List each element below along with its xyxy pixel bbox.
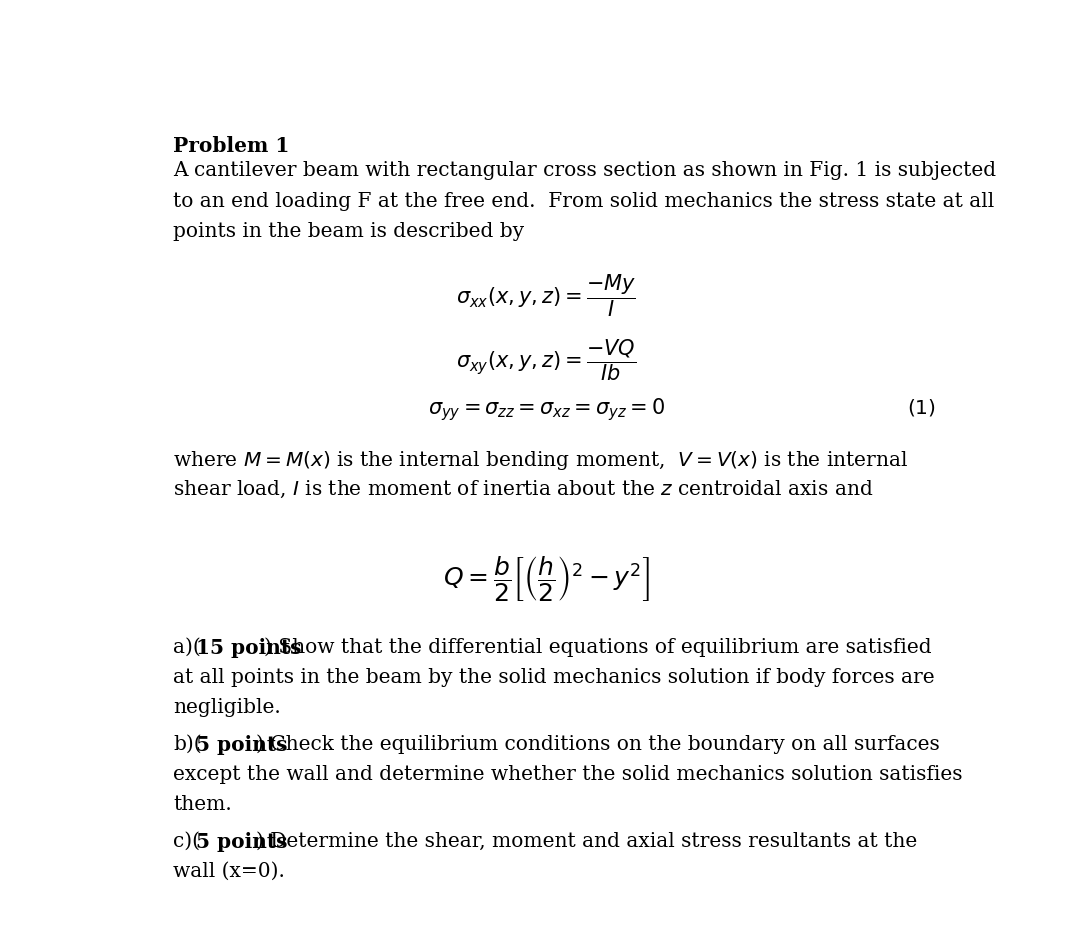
Text: A cantilever beam with rectangular cross section as shown in Fig. 1 is subjected: A cantilever beam with rectangular cross… bbox=[173, 162, 996, 180]
Text: ) Check the equilibrium conditions on the boundary on all surfaces: ) Check the equilibrium conditions on th… bbox=[256, 734, 939, 754]
Text: a)(: a)( bbox=[173, 637, 200, 656]
Text: $Q = \dfrac{b}{2}\left[\left(\dfrac{h}{2}\right)^{2} - y^{2}\right]$: $Q = \dfrac{b}{2}\left[\left(\dfrac{h}{2… bbox=[442, 555, 650, 603]
Text: ) Determine the shear, moment and axial stress resultants at the: ) Determine the shear, moment and axial … bbox=[256, 832, 917, 851]
Text: $\sigma_{xy}(x, y, z) = \dfrac{-VQ}{Ib}$: $\sigma_{xy}(x, y, z) = \dfrac{-VQ}{Ib}$ bbox=[456, 337, 636, 383]
Text: 15 points: 15 points bbox=[196, 637, 302, 658]
Text: ) Show that the differential equations of equilibrium are satisfied: ) Show that the differential equations o… bbox=[263, 637, 932, 657]
Text: them.: them. bbox=[173, 795, 231, 814]
Text: except the wall and determine whether the solid mechanics solution satisfies: except the wall and determine whether th… bbox=[173, 765, 963, 784]
Text: shear load, $I$ is the moment of inertia about the $z$ centroidal axis and: shear load, $I$ is the moment of inertia… bbox=[173, 479, 873, 500]
Text: b)(: b)( bbox=[173, 734, 201, 754]
Text: $\sigma_{xx}(x, y, z) = \dfrac{-My}{I}$: $\sigma_{xx}(x, y, z) = \dfrac{-My}{I}$ bbox=[456, 272, 636, 319]
Text: 5 points: 5 points bbox=[196, 832, 288, 852]
Text: Problem 1: Problem 1 bbox=[173, 136, 289, 156]
Text: negligible.: negligible. bbox=[173, 698, 280, 717]
Text: wall (x=0).: wall (x=0). bbox=[173, 862, 285, 881]
Text: c)(: c)( bbox=[173, 832, 200, 851]
Text: at all points in the beam by the solid mechanics solution if body forces are: at all points in the beam by the solid m… bbox=[173, 668, 935, 687]
Text: where $M = M(x)$ is the internal bending moment,  $V = V(x)$ is the internal: where $M = M(x)$ is the internal bending… bbox=[173, 448, 908, 472]
Text: $(1)$: $(1)$ bbox=[907, 397, 936, 417]
Text: $\sigma_{yy} = \sigma_{zz} = \sigma_{xz} = \sigma_{yz} = 0$: $\sigma_{yy} = \sigma_{zz} = \sigma_{xz}… bbox=[427, 397, 665, 423]
Text: points in the beam is described by: points in the beam is described by bbox=[173, 222, 524, 241]
Text: 5 points: 5 points bbox=[196, 734, 288, 755]
Text: to an end loading F at the free end.  From solid mechanics the stress state at a: to an end loading F at the free end. Fro… bbox=[173, 192, 995, 211]
